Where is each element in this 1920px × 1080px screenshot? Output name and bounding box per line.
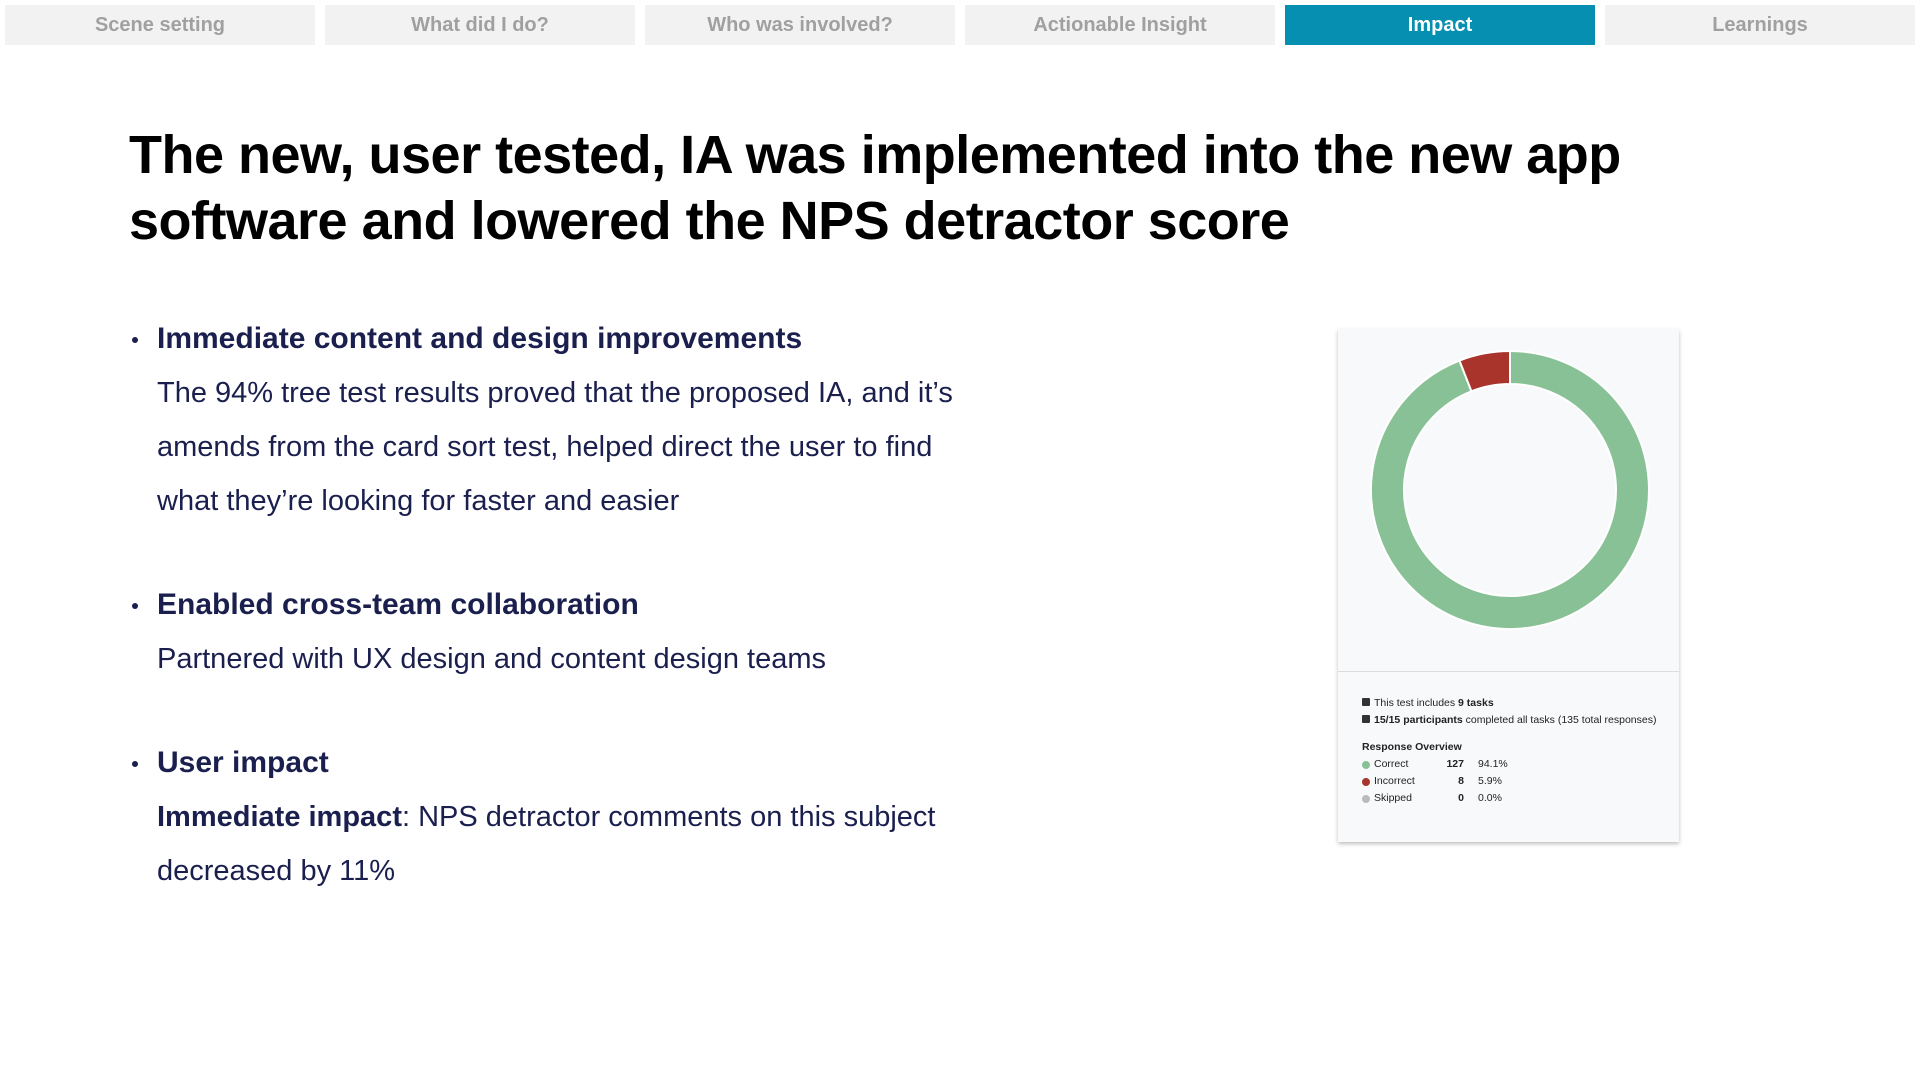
bullet-heading: Immediate content and design improvement… bbox=[157, 322, 803, 355]
row-label: Correct bbox=[1374, 758, 1409, 770]
bullet-body: The 94% tree test results proved that th… bbox=[157, 366, 997, 528]
divider bbox=[1338, 671, 1679, 672]
bullet: User impact Immediate impact: NPS detract… bbox=[129, 740, 1009, 898]
bullet: Enabled cross-team collaboration Partnere… bbox=[129, 582, 1009, 686]
row-count: 0 bbox=[1458, 792, 1464, 804]
slide-title: The new, user tested, IA was implemented… bbox=[129, 125, 1621, 251]
bullet-heading: User impact bbox=[157, 746, 329, 779]
bullet-heading: Enabled cross-team collaboration bbox=[157, 588, 639, 621]
result-card: This test includes 9 tasks 15/15 particip… bbox=[1338, 329, 1679, 842]
status-icon bbox=[1362, 777, 1370, 786]
overview-row: Skipped 0 0.0% bbox=[1362, 790, 1656, 807]
overview-row: Incorrect 8 5.9% bbox=[1362, 773, 1656, 790]
bullet-body: Immediate impact: NPS detractor comments… bbox=[157, 790, 997, 898]
overview-row: Correct 127 94.1% bbox=[1362, 756, 1656, 773]
bullet-body-text: Partnered with UX design and content des… bbox=[157, 643, 827, 675]
overview-title: Response Overview bbox=[1362, 741, 1462, 753]
bullet-body-text: The 94% tree test results proved that th… bbox=[157, 377, 953, 517]
info-icon bbox=[1362, 715, 1370, 723]
info-bold: 9 tasks bbox=[1458, 697, 1494, 709]
nav-tab[interactable]: What did I do? bbox=[325, 5, 635, 45]
nav-tab[interactable]: Scene setting bbox=[5, 5, 315, 45]
row-percent: 94.1% bbox=[1478, 758, 1508, 770]
row-percent: 5.9% bbox=[1478, 775, 1502, 787]
row-count: 8 bbox=[1458, 775, 1464, 787]
bullet-body: Partnered with UX design and content des… bbox=[157, 632, 997, 686]
nav-tab[interactable]: Who was involved? bbox=[645, 5, 955, 45]
row-percent: 0.0% bbox=[1478, 792, 1502, 804]
bullet: Immediate content and design improvement… bbox=[129, 316, 1009, 528]
row-label: Skipped bbox=[1374, 792, 1412, 804]
info-icon bbox=[1362, 698, 1370, 706]
tab-bar: Scene setting What did I do? Who was invol… bbox=[5, 5, 1915, 45]
bullet-list: Immediate content and design improvement… bbox=[129, 316, 1009, 952]
bullet-body-text: : NPS detractor comments on this subject… bbox=[157, 801, 936, 887]
donut-segment bbox=[1370, 349, 1650, 630]
row-count: 127 bbox=[1446, 758, 1464, 770]
info-text: completed all tasks (135 total responses… bbox=[1462, 714, 1657, 726]
nav-tab[interactable]: Learnings bbox=[1605, 5, 1915, 45]
card-info: This test includes 9 tasks 15/15 particip… bbox=[1362, 695, 1656, 807]
info-line: This test includes 9 tasks bbox=[1362, 695, 1656, 712]
donut-chart bbox=[1370, 349, 1650, 630]
nav-tab[interactable]: Actionable Insight bbox=[965, 5, 1275, 45]
info-text: This test includes bbox=[1374, 697, 1459, 709]
row-label: Incorrect bbox=[1374, 775, 1415, 787]
info-line: 15/15 participants completed all tasks (… bbox=[1362, 712, 1656, 729]
status-icon bbox=[1362, 794, 1370, 803]
nav-tab[interactable]: Impact bbox=[1285, 5, 1595, 45]
status-icon bbox=[1362, 760, 1370, 769]
bullet-body-bold: Immediate impact bbox=[157, 801, 402, 833]
info-bold: 15/15 participants bbox=[1374, 714, 1463, 726]
